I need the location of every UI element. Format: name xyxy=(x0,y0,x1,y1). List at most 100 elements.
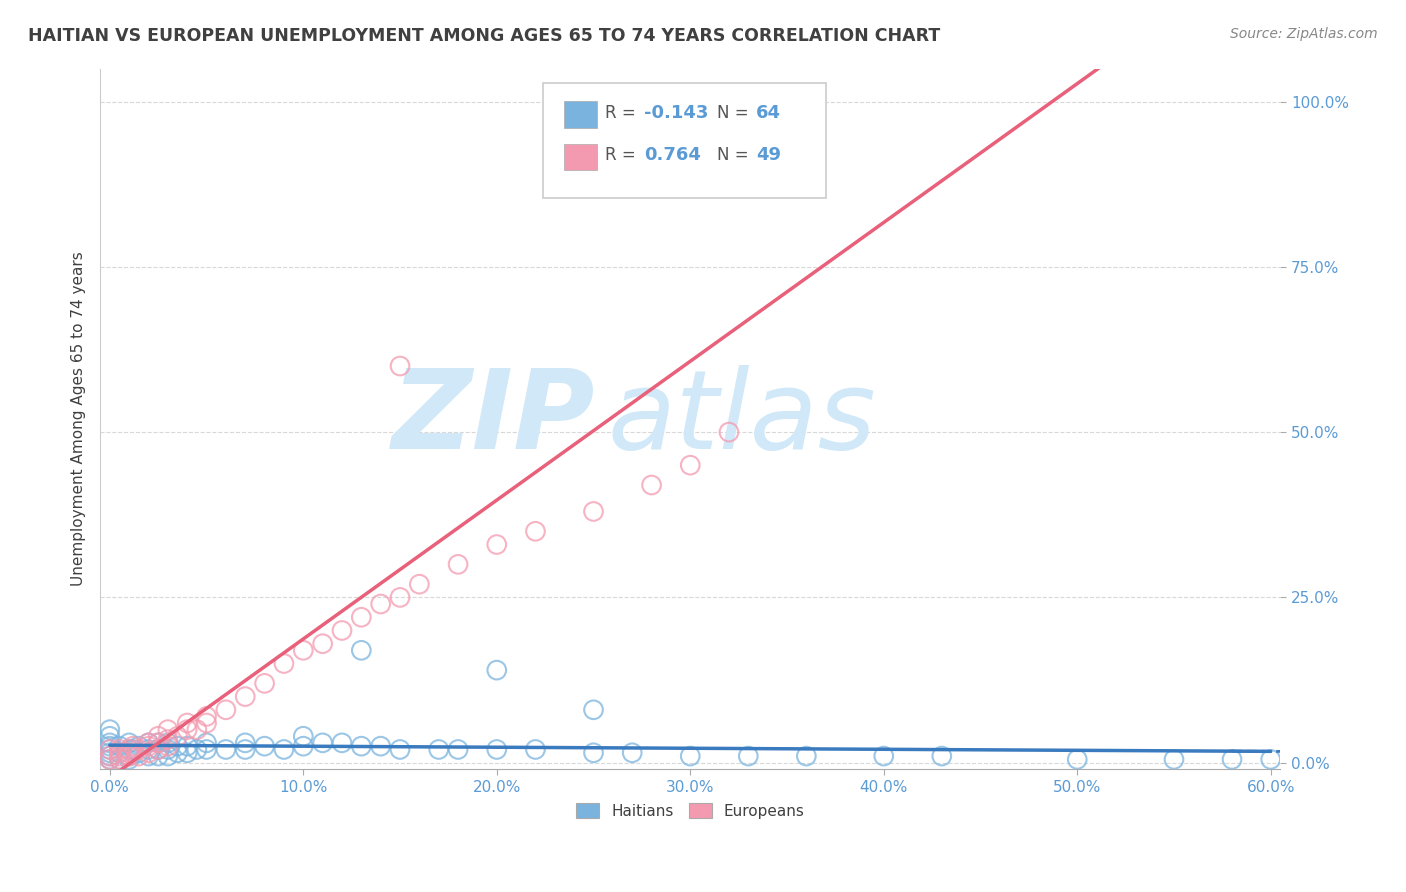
Point xyxy=(215,703,238,717)
Point xyxy=(582,746,605,760)
Point xyxy=(166,746,188,760)
Text: Source: ZipAtlas.com: Source: ZipAtlas.com xyxy=(1230,27,1378,41)
Point xyxy=(186,723,208,737)
Text: R =: R = xyxy=(606,103,641,121)
Point xyxy=(292,729,315,743)
Point xyxy=(108,752,131,766)
Point xyxy=(292,643,315,657)
Point xyxy=(621,746,644,760)
Point xyxy=(138,749,160,764)
Text: 0.764: 0.764 xyxy=(644,145,702,164)
Point xyxy=(370,597,392,611)
Point xyxy=(186,742,208,756)
Text: atlas: atlas xyxy=(607,366,876,473)
Point xyxy=(118,736,141,750)
Point xyxy=(796,749,818,764)
Text: R =: R = xyxy=(606,145,641,164)
Point xyxy=(118,749,141,764)
Point xyxy=(176,723,198,737)
Point xyxy=(98,739,121,754)
Point xyxy=(122,742,145,756)
Point xyxy=(1066,752,1088,766)
Point xyxy=(118,752,141,766)
Point xyxy=(166,739,188,754)
Point xyxy=(195,716,218,731)
Point xyxy=(253,676,276,690)
Point xyxy=(427,742,450,756)
Point xyxy=(447,558,470,572)
Point xyxy=(233,736,256,750)
Point xyxy=(679,458,702,473)
Point xyxy=(176,716,198,731)
Point xyxy=(118,742,141,756)
Point xyxy=(389,359,412,373)
Point xyxy=(156,749,179,764)
Point xyxy=(98,749,121,764)
Point xyxy=(138,736,160,750)
Point xyxy=(370,739,392,754)
Point xyxy=(311,736,333,750)
FancyBboxPatch shape xyxy=(543,83,825,198)
Point xyxy=(98,752,121,766)
Point xyxy=(1260,752,1282,766)
Point xyxy=(215,742,238,756)
Point xyxy=(156,739,179,754)
Point xyxy=(156,736,179,750)
Point xyxy=(118,749,141,764)
Point xyxy=(128,746,150,760)
Point xyxy=(176,746,198,760)
Point xyxy=(156,732,179,747)
Point xyxy=(108,746,131,760)
Point xyxy=(582,504,605,518)
Text: ZIP: ZIP xyxy=(392,366,596,473)
Point xyxy=(485,663,508,677)
Point xyxy=(1163,752,1185,766)
Point xyxy=(98,746,121,760)
Text: 64: 64 xyxy=(756,103,782,121)
Point xyxy=(122,739,145,754)
Point xyxy=(582,703,605,717)
Point xyxy=(524,742,547,756)
Point xyxy=(1220,752,1243,766)
Point xyxy=(776,95,799,109)
Point xyxy=(273,657,295,671)
Point xyxy=(176,739,198,754)
Point xyxy=(98,749,121,764)
Point xyxy=(524,524,547,539)
Point xyxy=(156,742,179,756)
Point xyxy=(253,739,276,754)
Point xyxy=(138,739,160,754)
Text: -0.143: -0.143 xyxy=(644,103,709,121)
Point xyxy=(350,739,373,754)
Point xyxy=(98,742,121,756)
Point xyxy=(108,746,131,760)
Point xyxy=(195,736,218,750)
Point xyxy=(408,577,430,591)
Point xyxy=(873,749,896,764)
Point xyxy=(98,723,121,737)
Point xyxy=(292,739,315,754)
Point xyxy=(166,729,188,743)
Point xyxy=(195,742,218,756)
Text: N =: N = xyxy=(717,103,754,121)
Point xyxy=(108,739,131,754)
Point xyxy=(273,742,295,756)
Point xyxy=(679,749,702,764)
Point xyxy=(389,591,412,605)
Point xyxy=(776,95,799,109)
Point xyxy=(138,736,160,750)
Point xyxy=(233,690,256,704)
Point xyxy=(330,624,353,638)
Point xyxy=(148,742,170,756)
Point xyxy=(195,709,218,723)
Point xyxy=(389,742,412,756)
Point xyxy=(98,729,121,743)
Point xyxy=(98,742,121,756)
Point xyxy=(330,736,353,750)
Point xyxy=(138,746,160,760)
Point xyxy=(108,752,131,766)
Point xyxy=(485,742,508,756)
Point xyxy=(717,425,740,439)
Point xyxy=(148,742,170,756)
Legend: Haitians, Europeans: Haitians, Europeans xyxy=(569,797,811,825)
